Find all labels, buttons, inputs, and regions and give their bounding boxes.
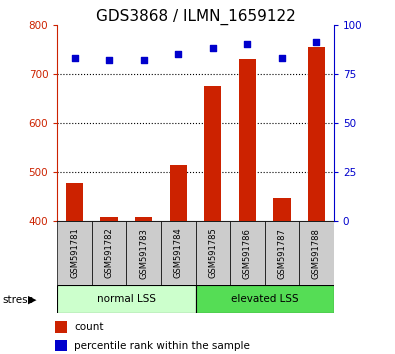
Bar <box>66 183 83 221</box>
Text: GSM591781: GSM591781 <box>70 228 79 279</box>
Title: GDS3868 / ILMN_1659122: GDS3868 / ILMN_1659122 <box>96 8 295 25</box>
Bar <box>239 59 256 221</box>
Bar <box>265 221 299 285</box>
Bar <box>57 285 196 313</box>
Text: GSM591786: GSM591786 <box>243 228 252 279</box>
Point <box>175 51 181 57</box>
Bar <box>196 285 334 313</box>
Bar <box>169 165 187 221</box>
Text: ▶: ▶ <box>28 295 37 305</box>
Bar <box>273 198 291 221</box>
Text: stress: stress <box>2 295 33 305</box>
Bar <box>57 221 92 285</box>
Text: percentile rank within the sample: percentile rank within the sample <box>74 341 250 350</box>
Bar <box>230 221 265 285</box>
Bar <box>308 47 325 221</box>
Text: GSM591784: GSM591784 <box>174 228 183 279</box>
Bar <box>299 221 334 285</box>
Point <box>210 46 216 51</box>
Point <box>106 57 112 63</box>
Text: count: count <box>74 322 103 332</box>
Text: GSM591788: GSM591788 <box>312 228 321 279</box>
Bar <box>100 217 118 221</box>
Bar <box>161 221 196 285</box>
Bar <box>55 340 67 351</box>
Text: normal LSS: normal LSS <box>97 294 156 304</box>
Text: GSM591782: GSM591782 <box>105 228 114 279</box>
Text: elevated LSS: elevated LSS <box>231 294 299 304</box>
Text: GSM591787: GSM591787 <box>277 228 286 279</box>
Point <box>313 40 320 45</box>
Point <box>244 41 250 47</box>
Point <box>71 55 78 61</box>
Text: GSM591785: GSM591785 <box>208 228 217 279</box>
Point <box>279 55 285 61</box>
Text: GSM591783: GSM591783 <box>139 228 148 279</box>
Bar <box>204 86 222 221</box>
Bar <box>55 321 67 333</box>
Point <box>141 57 147 63</box>
Bar <box>196 221 230 285</box>
Bar <box>126 221 161 285</box>
Bar <box>92 221 126 285</box>
Bar <box>135 217 152 221</box>
